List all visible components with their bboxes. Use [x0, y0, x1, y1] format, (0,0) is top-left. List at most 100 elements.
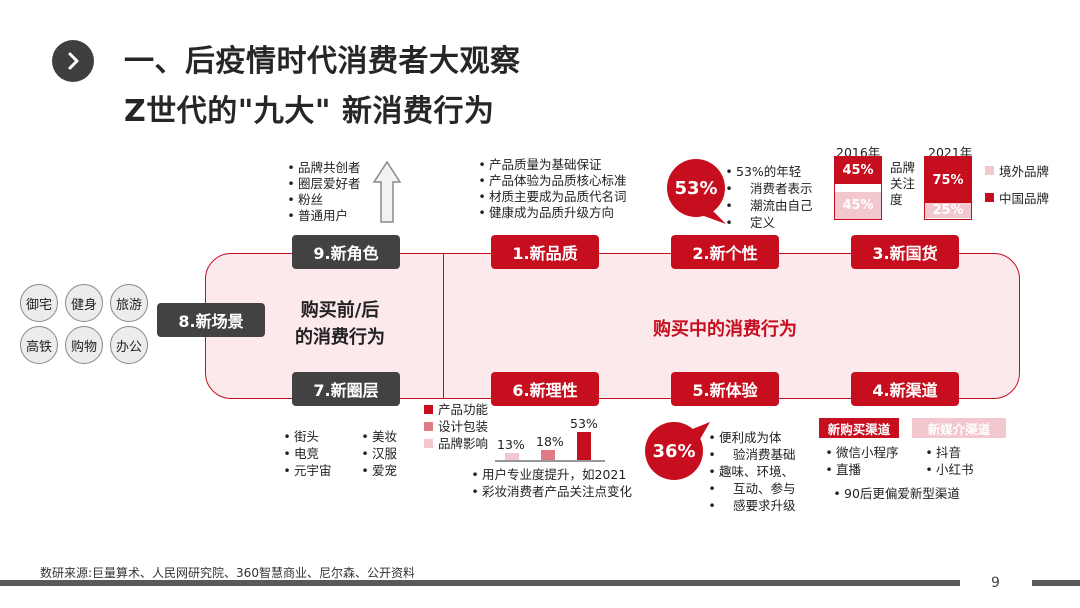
personality-text: 53%的年轻 消费者表示 潮流由自己 定义	[722, 163, 813, 231]
list-item: 小红书	[922, 461, 974, 478]
bar-2021-china: 75%	[925, 157, 971, 203]
buy-channel-list: 微信小程序 直播	[822, 444, 899, 478]
rational-bar	[505, 453, 519, 460]
channel-note: 90后更偏爱新型渠道	[830, 486, 960, 502]
legend-item: 品牌影响	[424, 435, 488, 452]
scene-fitness: 健身	[65, 284, 103, 322]
list-item-text: 互动、参与	[733, 481, 796, 496]
pre-post-line2: 的消费行为	[295, 327, 385, 348]
list-item: 产品质量为基础保证	[475, 157, 627, 173]
brand-attention-label: 品牌 关注 度	[890, 160, 915, 208]
list-item: 材质主要成为品质代名词	[475, 189, 627, 205]
label-new-experience: 5.新体验	[671, 372, 779, 406]
list-item: 美妆	[358, 428, 397, 445]
rational-bar-label: 18%	[536, 434, 564, 449]
list-item: 圈层爱好者	[284, 176, 361, 192]
scene-office: 办公	[110, 326, 148, 364]
footer-divider	[1032, 580, 1080, 586]
page-subtitle: Z世代的"九大" 新消费行为	[124, 94, 495, 129]
list-item: 90后更偏爱新型渠道	[830, 486, 960, 502]
rational-legend: 产品功能 设计包装 品牌影响	[424, 401, 488, 452]
list-item: 品牌共创者	[284, 160, 361, 176]
brand-label-line: 品牌	[890, 160, 916, 175]
pre-post-line1: 购买前/后	[300, 300, 380, 321]
list-item-cont: 消费者表示	[722, 180, 813, 197]
footer-divider	[0, 580, 960, 586]
list-item: 彩妆消费者产品关注点变化	[468, 483, 632, 500]
list-item-cont: 互动、参与	[705, 480, 796, 497]
personality-stat: 53%	[667, 159, 725, 217]
list-item: 普通用户	[284, 208, 361, 224]
label-new-domestic: 3.新国货	[851, 235, 959, 269]
list-item: 抖音	[922, 444, 974, 461]
bar-2016: 45% 45%	[834, 156, 882, 220]
list-item-text: 验消费基础	[733, 447, 796, 462]
pre-post-label: 购买前/后 的消费行为	[275, 297, 405, 351]
label-new-channel: 4.新渠道	[851, 372, 959, 406]
quality-list: 产品质量为基础保证 产品体验为品质核心标准 材质主要成为品质代名词 健康成为品质…	[475, 157, 627, 221]
label-new-personality: 2.新个性	[671, 235, 779, 269]
list-item-text: 潮流由自己	[750, 198, 813, 213]
up-arrow-icon	[372, 160, 402, 228]
list-item: 电竞	[280, 445, 332, 462]
legend-label: 品牌影响	[438, 436, 489, 451]
legend-label: 中国品牌	[999, 191, 1050, 206]
bar-2021-foreign: 25%	[925, 203, 971, 218]
tag-new-media-channel: 新媒介渠道	[912, 418, 1006, 438]
rational-bar-chart: 13% 18% 53%	[495, 410, 615, 462]
list-item: 产品体验为品质核心标准	[475, 173, 627, 189]
list-item-text: 感要求升级	[733, 498, 796, 513]
list-item: 爱宠	[358, 462, 397, 479]
source-note: 数研来源:巨量算术、人民网研究院、360智慧商业、尼尔森、公开资料	[40, 566, 415, 580]
label-new-quality: 1.新品质	[491, 235, 599, 269]
list-item: 汉服	[358, 445, 397, 462]
list-item: 用户专业度提升，如2021	[468, 466, 632, 483]
list-item-cont: 定义	[722, 214, 813, 231]
brand-label-line: 关注	[890, 176, 916, 191]
list-item-cont: 感要求升级	[705, 497, 796, 514]
label-new-rational: 6.新理性	[491, 372, 599, 406]
label-new-circle: 7.新圈层	[292, 372, 400, 406]
page-title: 一、后疫情时代消费者大观察	[124, 44, 521, 79]
legend-swatch	[985, 193, 994, 202]
role-list: 品牌共创者 圈层爱好者 粉丝 普通用户	[284, 160, 361, 224]
bar-gap	[835, 184, 881, 192]
legend-swatch	[424, 405, 433, 414]
during-purchase-label: 购买中的消费行为	[653, 319, 797, 340]
scene-group: 御宅 健身 旅游 高铁 购物 办公	[20, 284, 150, 366]
legend-swatch	[424, 422, 433, 431]
list-item-text: 消费者表示	[750, 181, 813, 196]
list-item: 健康成为品质升级方向	[475, 205, 627, 221]
scene-otaku: 御宅	[20, 284, 58, 322]
legend-china: 中国品牌	[985, 188, 1049, 207]
rational-bar-label: 53%	[570, 416, 598, 431]
scene-shopping: 购物	[65, 326, 103, 364]
chevron-right-icon[interactable]	[52, 40, 94, 82]
experience-stat: 36%	[645, 422, 703, 480]
experience-text: 便利成为体 验消费基础 趣味、环境、 互动、参与 感要求升级	[705, 429, 796, 514]
label-new-role: 9.新角色	[292, 235, 400, 269]
list-item-cont: 潮流由自己	[722, 197, 813, 214]
circle-list-right: 美妆 汉服 爱宠	[358, 428, 397, 479]
list-item: 53%的年轻	[722, 163, 813, 180]
list-item: 微信小程序	[822, 444, 899, 461]
list-item-cont: 验消费基础	[705, 446, 796, 463]
list-item: 趣味、环境、	[705, 463, 796, 480]
legend-item: 设计包装	[424, 418, 488, 435]
list-item-text: 定义	[750, 215, 776, 230]
list-item: 便利成为体	[705, 429, 796, 446]
legend-label: 产品功能	[438, 402, 489, 417]
label-new-scene: 8.新场景	[157, 303, 265, 337]
rational-bar	[541, 450, 555, 460]
legend-label: 设计包装	[438, 419, 489, 434]
list-item: 直播	[822, 461, 899, 478]
bar-2016-foreign: 45%	[835, 192, 881, 219]
rational-baseline	[495, 460, 605, 462]
tag-new-buy-channel: 新购买渠道	[819, 418, 899, 438]
list-item: 元宇宙	[280, 462, 332, 479]
legend-swatch	[985, 166, 994, 175]
legend-label: 境外品牌	[999, 164, 1050, 179]
list-item: 粉丝	[284, 192, 361, 208]
rational-notes: 用户专业度提升，如2021 彩妆消费者产品关注点变化	[468, 466, 632, 500]
brand-label-line: 度	[890, 192, 903, 207]
